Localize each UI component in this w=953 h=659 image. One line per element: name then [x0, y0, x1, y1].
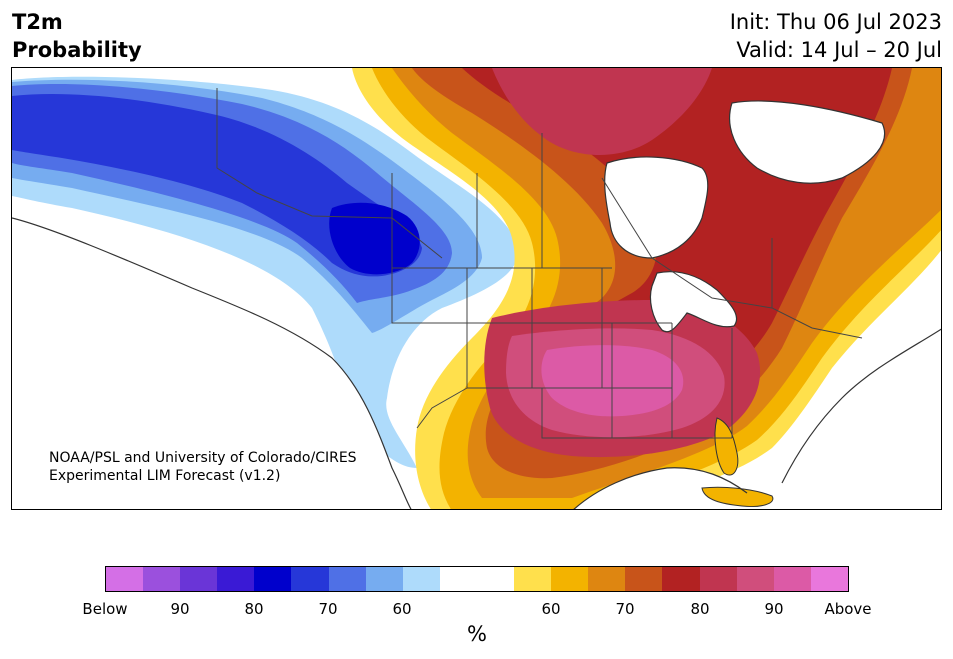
legend-swatch — [662, 567, 700, 591]
great-lakes — [649, 271, 738, 333]
legend-swatch — [365, 567, 403, 591]
legend-unit: % — [467, 622, 487, 646]
credit-line-2: Experimental LIM Forecast (v1.2) — [49, 468, 281, 484]
legend-swatch — [476, 567, 515, 591]
legend-swatch — [810, 567, 848, 591]
legend-tick-label: Below — [82, 600, 128, 618]
coastline — [12, 217, 941, 509]
legend-tick-label: 60 — [541, 600, 561, 618]
cold-zone-core — [329, 202, 420, 275]
legend-swatch — [180, 567, 218, 591]
hudson-bay — [604, 156, 709, 259]
bahamas — [701, 486, 774, 507]
legend-tick-label: 80 — [690, 600, 710, 618]
legend-swatch — [514, 567, 552, 591]
legend-swatch — [588, 567, 626, 591]
legend-tick-label: 90 — [764, 600, 784, 618]
variable-label: T2m — [12, 10, 63, 34]
legend-swatch — [625, 567, 663, 591]
political-borders — [216, 88, 863, 439]
legend-tick-label: 70 — [615, 600, 635, 618]
legend-swatch — [773, 567, 811, 591]
legend-tick-label: 60 — [392, 600, 412, 618]
credit-line-1: NOAA/PSL and University of Colorado/CIRE… — [49, 450, 357, 466]
legend-swatch — [402, 567, 440, 591]
legend-swatch — [106, 567, 144, 591]
init-date: Init: Thu 06 Jul 2023 — [729, 10, 942, 34]
legend-swatch — [439, 567, 477, 591]
legend-swatch — [551, 567, 589, 591]
legend-swatch — [328, 567, 366, 591]
warm-zone-90 — [492, 68, 712, 155]
legend-swatch — [699, 567, 737, 591]
measure-label: Probability — [12, 38, 142, 62]
map-canvas — [12, 68, 941, 509]
valid-range: Valid: 14 Jul – 20 Jul — [736, 38, 942, 62]
legend-swatch — [143, 567, 181, 591]
pacific-coast-ocean — [12, 218, 411, 509]
legend-tick-label: 70 — [318, 600, 338, 618]
legend-tick-label: 90 — [170, 600, 190, 618]
color-legend — [105, 566, 849, 592]
map-title: T2m Probability — [12, 8, 142, 64]
cold-zone-90 — [12, 94, 422, 277]
legend-swatch — [736, 567, 774, 591]
forecast-dates: Init: Thu 06 Jul 2023 Valid: 14 Jul – 20… — [730, 8, 942, 64]
data-source-credit: NOAA/PSL and University of Colorado/CIRE… — [49, 449, 357, 485]
legend-swatch — [254, 567, 292, 591]
probability-map — [11, 67, 942, 510]
florida — [714, 417, 739, 476]
legend-tick-label: Above — [824, 600, 872, 618]
atlantic-ocean — [782, 329, 941, 509]
baffin-gap — [729, 100, 886, 184]
legend-swatch — [291, 567, 329, 591]
legend-tick-label: 80 — [244, 600, 264, 618]
legend-swatch — [217, 567, 255, 591]
